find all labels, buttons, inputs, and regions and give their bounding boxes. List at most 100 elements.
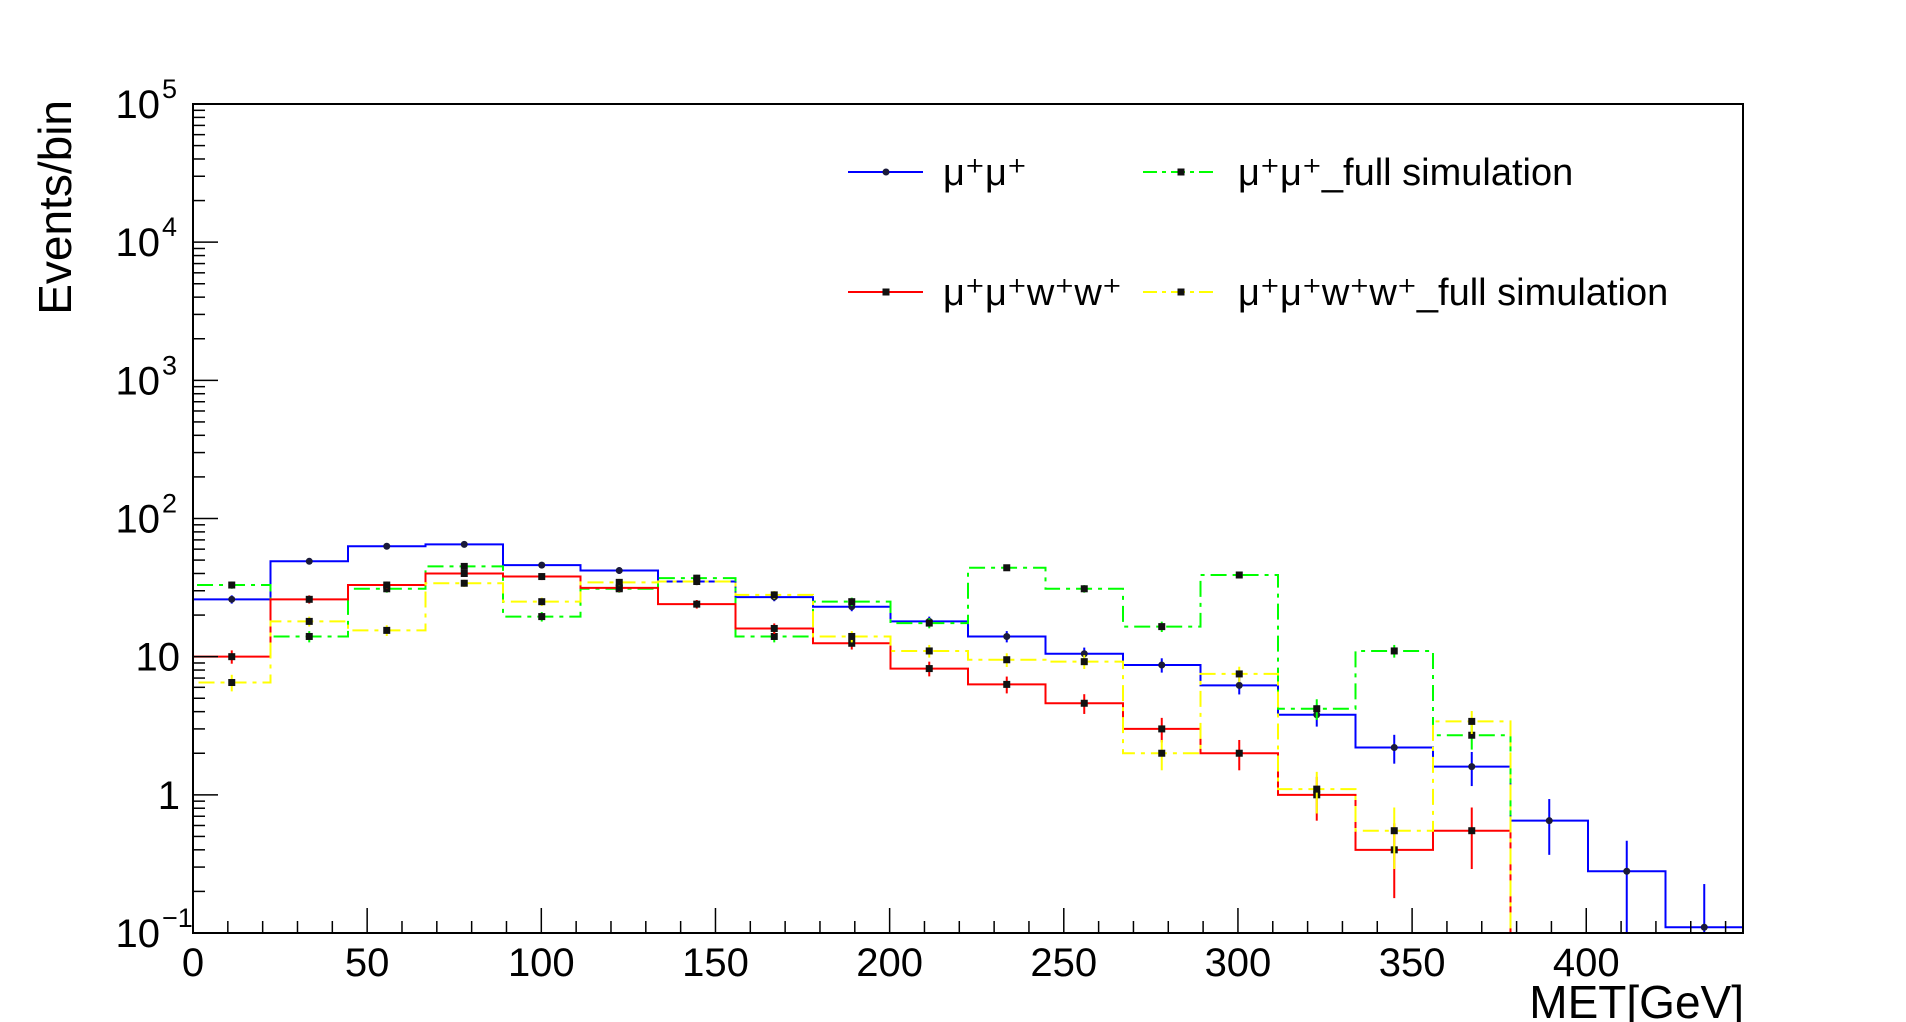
data-point-1-9 — [925, 619, 933, 627]
x-tick-label: 50 — [345, 941, 390, 985]
data-point-3-10 — [1003, 656, 1011, 664]
data-point-0-19 — [1700, 923, 1708, 931]
legend-marker-2 — [882, 288, 890, 296]
data-point-2-11 — [1080, 699, 1088, 707]
data-point-3-5 — [615, 578, 623, 586]
legend-entry-3: μ⁺μ⁺w⁺w⁺_full simulation — [1143, 272, 1668, 314]
data-point-1-11 — [1080, 585, 1088, 593]
legend-marker-3 — [1177, 288, 1185, 296]
x-tick-label: 400 — [1553, 941, 1620, 985]
x-tick-label: 150 — [682, 941, 749, 985]
legend-marker-0 — [882, 168, 890, 176]
data-point-2-2 — [383, 581, 391, 589]
legend-entry-2: μ⁺μ⁺w⁺w⁺ — [848, 272, 1122, 314]
data-point-0-15 — [1390, 744, 1398, 752]
data-point-3-14 — [1313, 785, 1321, 793]
data-point-2-7 — [770, 624, 778, 632]
data-point-0-1 — [305, 557, 313, 565]
data-point-2-3 — [460, 569, 468, 577]
data-point-0-12 — [1158, 661, 1166, 669]
data-point-2-10 — [1003, 680, 1011, 688]
data-point-3-8 — [848, 632, 856, 640]
y-tick-label: 10 — [116, 359, 161, 403]
data-point-0-5 — [615, 567, 623, 575]
series-line-3 — [192, 580, 1743, 934]
data-point-3-3 — [460, 579, 468, 587]
x-tick-label: 250 — [1030, 941, 1097, 985]
series-layer — [192, 540, 1743, 934]
y-tick-exponent: 4 — [162, 212, 177, 242]
data-point-3-12 — [1158, 749, 1166, 757]
data-point-2-0 — [228, 653, 236, 661]
data-point-1-3 — [460, 562, 468, 570]
data-point-1-13 — [1235, 571, 1243, 579]
data-point-3-0 — [228, 679, 236, 687]
data-point-1-10 — [1003, 564, 1011, 572]
y-tick-exponent: −1 — [162, 903, 193, 933]
data-point-0-10 — [1003, 632, 1011, 640]
data-point-1-15 — [1390, 647, 1398, 655]
legend-entry-1: μ⁺μ⁺_full simulation — [1143, 152, 1573, 194]
data-point-2-1 — [305, 595, 313, 603]
data-point-2-5 — [615, 584, 623, 592]
data-point-3-15 — [1390, 827, 1398, 835]
data-point-0-17 — [1545, 817, 1553, 825]
data-point-2-16 — [1468, 827, 1476, 835]
data-point-1-1 — [305, 632, 313, 640]
legend-label-1: μ⁺μ⁺_full simulation — [1238, 152, 1573, 194]
data-point-1-12 — [1158, 623, 1166, 631]
series-3 — [192, 577, 1743, 934]
data-point-0-16 — [1468, 763, 1476, 771]
x-axis-label: MET[GeV] — [1529, 976, 1744, 1022]
y-tick-label: 1 — [158, 774, 180, 818]
data-point-1-14 — [1313, 705, 1321, 713]
x-tick-label: 200 — [856, 941, 923, 985]
series-line-2 — [192, 572, 1743, 934]
data-point-3-4 — [538, 598, 546, 606]
y-tick-exponent: 5 — [162, 74, 177, 104]
data-point-0-11 — [1080, 650, 1088, 658]
data-point-3-13 — [1235, 670, 1243, 678]
data-point-2-9 — [925, 665, 933, 673]
data-point-1-0 — [228, 581, 236, 589]
data-point-3-11 — [1080, 658, 1088, 666]
data-point-2-4 — [538, 573, 546, 581]
data-point-3-7 — [770, 591, 778, 599]
data-point-0-3 — [460, 540, 468, 548]
data-point-2-8 — [848, 639, 856, 647]
data-point-1-7 — [770, 632, 778, 640]
data-point-0-4 — [538, 561, 546, 569]
data-point-1-16 — [1468, 731, 1476, 739]
data-point-3-6 — [693, 577, 701, 585]
y-tick-label: 10 — [116, 221, 161, 265]
legend-label-3: μ⁺μ⁺w⁺w⁺_full simulation — [1238, 272, 1668, 314]
y-tick-exponent: 3 — [162, 350, 177, 380]
y-tick-exponent: 2 — [162, 489, 177, 519]
data-point-2-12 — [1158, 725, 1166, 733]
data-point-0-13 — [1235, 681, 1243, 689]
data-point-1-4 — [538, 613, 546, 621]
x-tick-label: 350 — [1379, 941, 1446, 985]
y-tick-label: 10 — [116, 912, 161, 956]
data-point-2-6 — [693, 600, 701, 608]
legend-label-2: μ⁺μ⁺w⁺w⁺ — [943, 272, 1122, 314]
x-tick-label: 300 — [1205, 941, 1272, 985]
legend-entry-0: μ⁺μ⁺ — [848, 152, 1027, 194]
data-point-2-13 — [1235, 749, 1243, 757]
data-point-0-2 — [383, 542, 391, 550]
legend: μ⁺μ⁺ μ⁺μ⁺_full simulation μ⁺μ⁺w⁺w⁺ μ⁺μ⁺w⁺w⁺… — [848, 152, 1668, 314]
legend-label-0: μ⁺μ⁺ — [943, 152, 1027, 194]
data-point-3-2 — [383, 626, 391, 634]
x-tick-label: 0 — [182, 941, 204, 985]
legend-marker-1 — [1177, 168, 1185, 176]
data-point-1-8 — [848, 598, 856, 606]
data-point-3-1 — [305, 617, 313, 625]
data-point-0-18 — [1623, 867, 1631, 875]
data-point-0-0 — [228, 595, 236, 603]
y-axis-label: Events/bin — [29, 100, 81, 315]
y-tick-label: 10 — [116, 83, 161, 127]
y-tick-label: 10 — [116, 498, 161, 542]
x-tick-label: 100 — [508, 941, 575, 985]
